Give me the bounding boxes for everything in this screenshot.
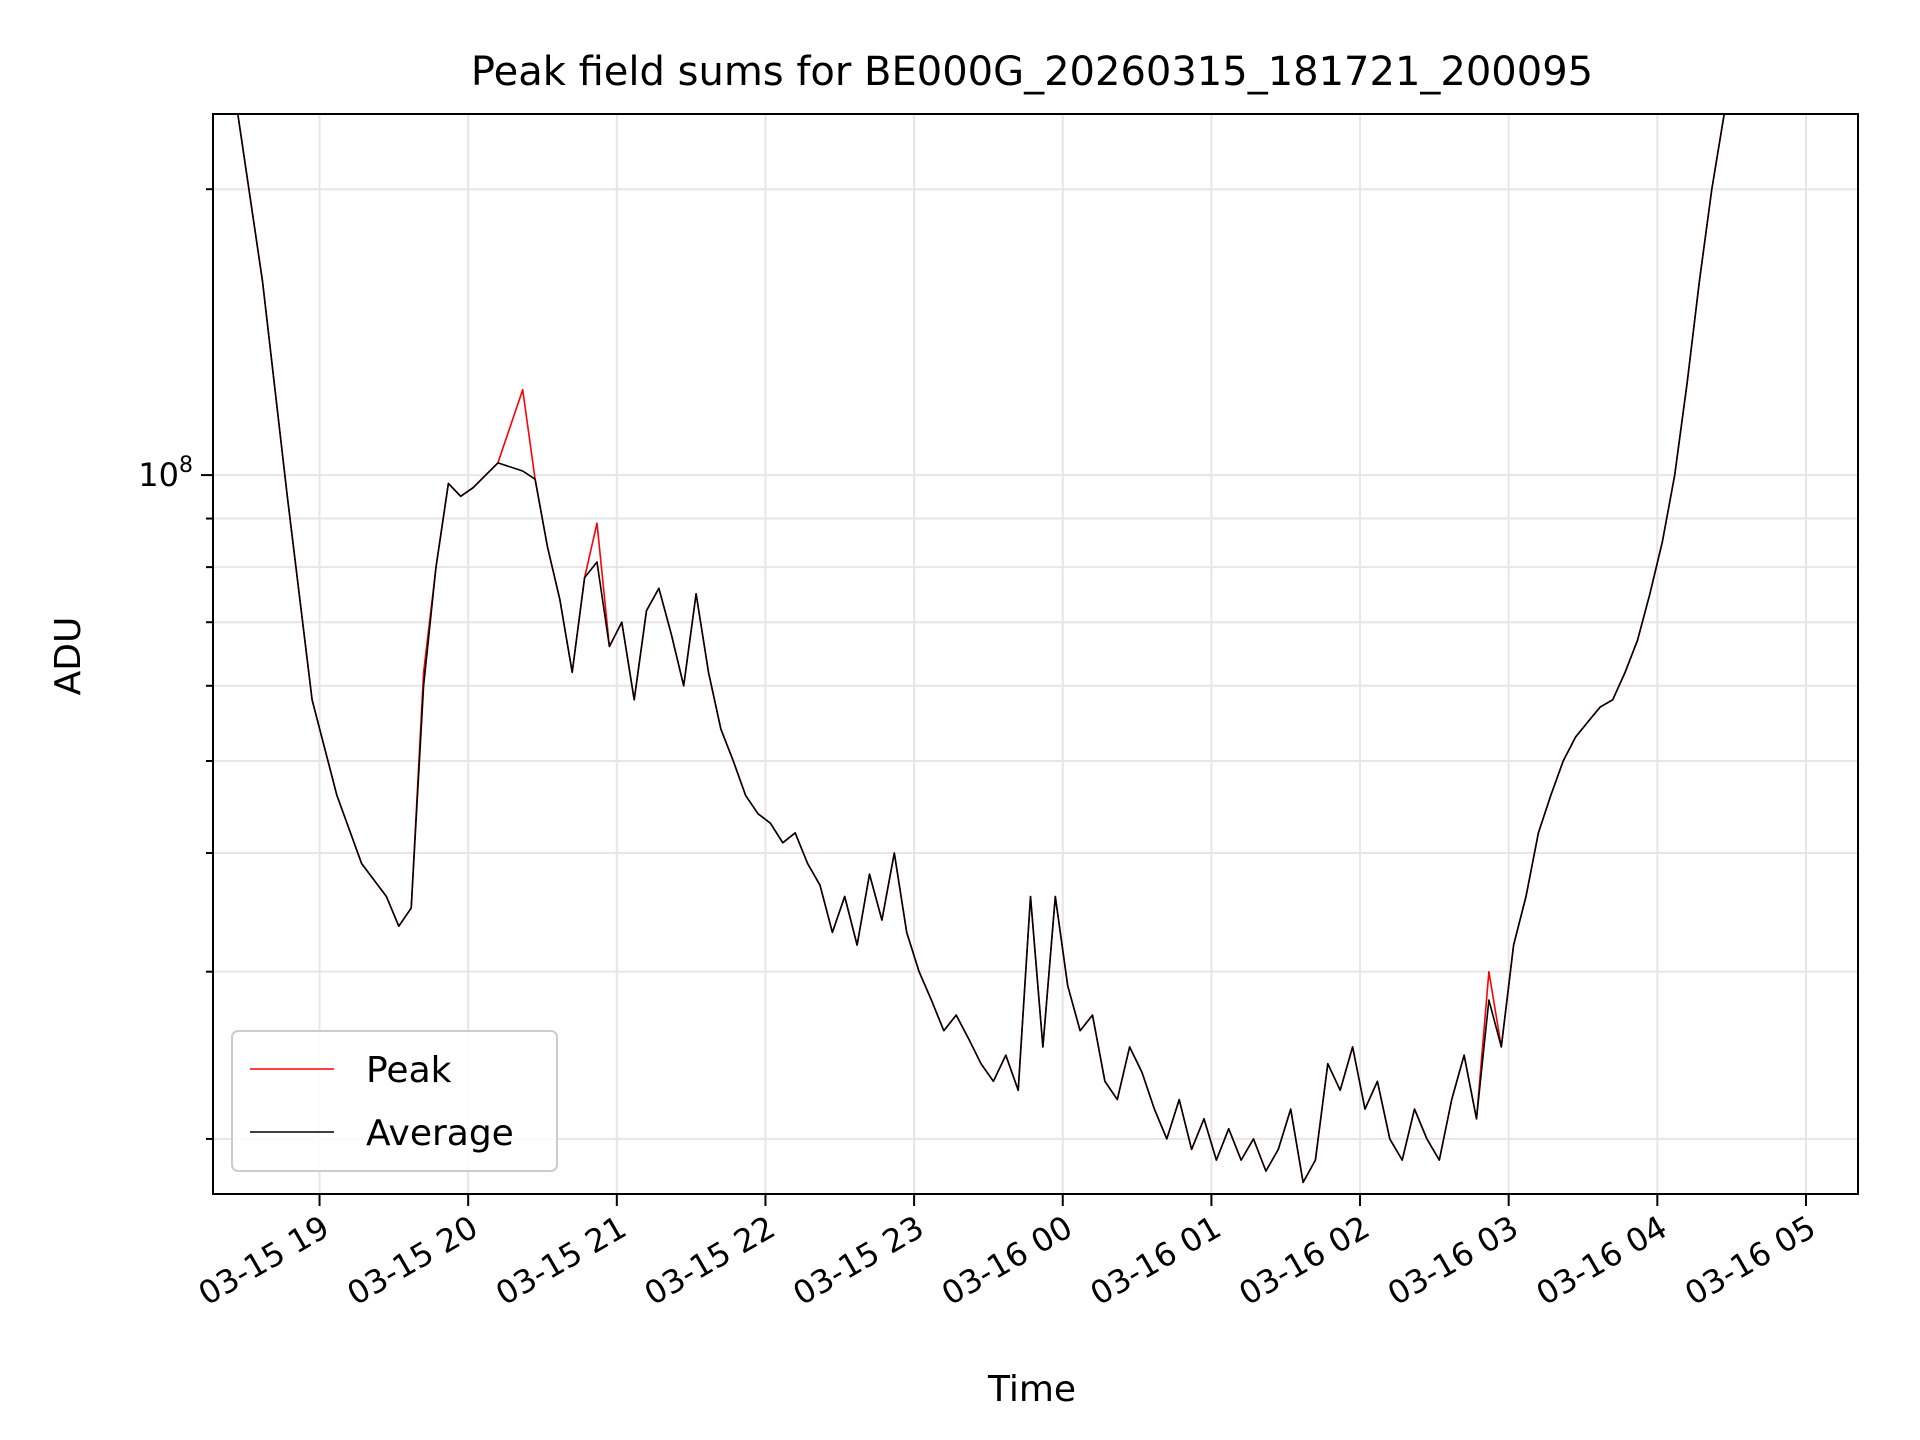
chart-title: Peak field sums for BE000G_20260315_1817… (471, 49, 1593, 95)
legend-box (231, 1030, 558, 1172)
legend: Peak Average (231, 1030, 558, 1172)
legend-label-average: Average (366, 1113, 514, 1154)
grid (213, 114, 1858, 1194)
series-line-average (213, 113, 1737, 1184)
legend-label-peak: Peak (366, 1050, 452, 1091)
plot-frame (212, 113, 1859, 1195)
y-ticks: 108 (138, 188, 213, 1140)
y-axis-label: ADU (48, 617, 89, 696)
y-tick-label: 108 (138, 453, 193, 494)
x-axis-label: Time (987, 1369, 1076, 1410)
series-layer (213, 113, 1737, 1184)
